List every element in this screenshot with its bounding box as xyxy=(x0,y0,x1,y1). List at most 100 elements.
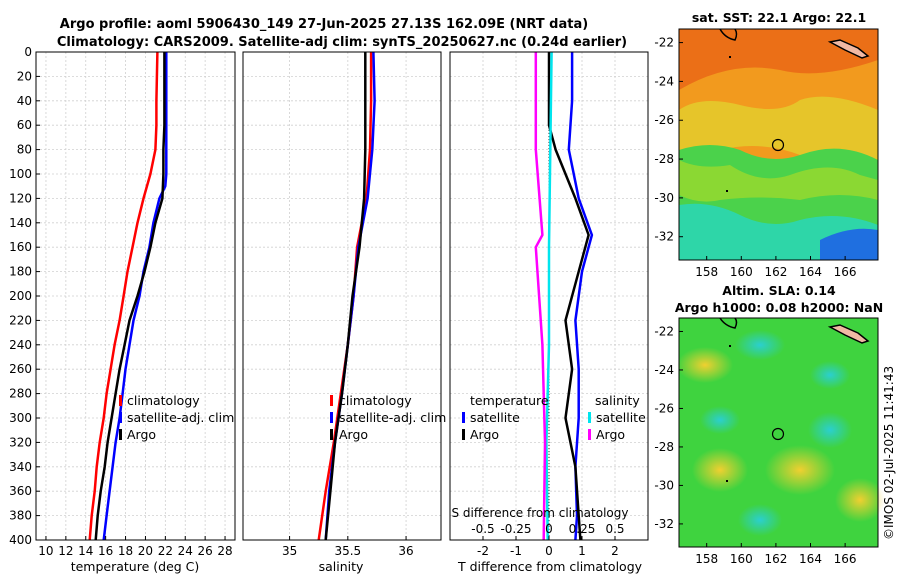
sla-negative-anomaly xyxy=(808,412,852,448)
x-tick-label: 24 xyxy=(178,544,193,558)
sst-light-green xyxy=(679,160,878,202)
sst-reef-dot xyxy=(726,190,728,192)
difference-lines xyxy=(534,52,594,540)
sla-positive-anomaly xyxy=(765,445,835,495)
sla-reef-dot xyxy=(726,480,728,482)
depth-tick-label: 280 xyxy=(9,387,32,401)
map-lon-label: 164 xyxy=(799,552,822,566)
x-tick-label: 20 xyxy=(138,544,153,558)
legend-argo-swatch xyxy=(119,429,122,440)
depth-tick-label: 240 xyxy=(9,338,32,352)
series-line-t-argo xyxy=(547,52,590,540)
legend-t-satellite-label: satellite xyxy=(470,410,520,425)
sla-negative-anomaly xyxy=(810,361,850,389)
map-lat-label: -22 xyxy=(654,36,674,50)
s-difference-ticks: -0.5 -0.25 0 0.25 0.5 xyxy=(471,522,624,536)
x-tick-label: 2 xyxy=(611,544,619,558)
depth-tick-label: 120 xyxy=(9,191,32,205)
legend-satellite-label: satellite-adj. clim xyxy=(339,410,446,425)
map-lat-label: -28 xyxy=(654,152,674,166)
depth-tick-label: 300 xyxy=(9,411,32,425)
salinity-legend: climatology satellite-adj. clim Argo xyxy=(330,393,446,442)
sla-positive-anomaly xyxy=(677,347,733,383)
sla-map-title2: Argo h1000: 0.08 h2000: NaN xyxy=(675,300,883,315)
x-tick-label: 18 xyxy=(118,544,133,558)
legend-climatology-swatch xyxy=(119,395,122,406)
salinity-panel: 35 35.5 36 salinity climatology satellite-… xyxy=(242,51,446,574)
temperature-lines xyxy=(88,52,168,540)
temperature-xticks: 10 12 14 16 18 20 22 24 26 28 xyxy=(38,536,233,558)
depth-tick-label: 260 xyxy=(9,362,32,376)
map-lon-label: 166 xyxy=(834,552,857,566)
temperature-legend: climatology satellite-adj. clim Argo xyxy=(119,393,234,442)
depth-tick-label: 220 xyxy=(9,313,32,327)
map-lat-label: -28 xyxy=(654,440,674,454)
map-lat-label: -30 xyxy=(654,478,674,492)
difference-xticks: -2 -1 0 1 2 xyxy=(477,536,619,558)
depth-tick-label: 380 xyxy=(9,509,32,523)
map-lat-label: -24 xyxy=(654,74,674,88)
sst-argo-position-marker xyxy=(771,138,785,152)
sst-coast-chesterfield xyxy=(719,28,738,41)
legend-temperature-head: temperature xyxy=(470,393,549,408)
x-tick-label: 22 xyxy=(158,544,173,558)
x-tick-label: 35 xyxy=(282,544,297,558)
sst-blue-region xyxy=(820,228,878,260)
legend-s-argo-swatch xyxy=(588,429,591,440)
depth-tick-label: 140 xyxy=(9,216,32,230)
sla-coast-chesterfield xyxy=(719,317,738,329)
depth-tick-label: 160 xyxy=(9,240,32,254)
x-tick-label: 35.5 xyxy=(334,544,361,558)
sst-map: sat. SST: 22.1 Argo: 22.1 -22 -24 -26 -28 -3… xyxy=(654,10,879,279)
legend-t-satellite-swatch xyxy=(462,412,465,423)
depth-tick-label: 360 xyxy=(9,484,32,498)
legend-argo-label: Argo xyxy=(127,427,156,442)
legend-satellite-label: satellite-adj. clim xyxy=(127,410,234,425)
depth-tick-label: 20 xyxy=(17,69,32,83)
sla-positive-anomaly xyxy=(835,478,885,522)
s-tick-label: -0.25 xyxy=(500,522,531,536)
x-tick-label: 10 xyxy=(38,544,53,558)
legend-argo-label: Argo xyxy=(339,427,368,442)
x-tick-label: 28 xyxy=(217,544,232,558)
x-tick-label: 26 xyxy=(198,544,213,558)
depth-tick-label: 340 xyxy=(9,460,32,474)
sst-yellow-band xyxy=(679,96,878,160)
depth-tick-label: 0 xyxy=(24,45,32,59)
legend-s-satellite-label: satellite xyxy=(596,410,646,425)
map-lon-label: 166 xyxy=(834,265,857,279)
depth-tick-label: 180 xyxy=(9,265,32,279)
depth-tick-label: 60 xyxy=(17,118,32,132)
map-lon-label: 164 xyxy=(799,265,822,279)
s-tick-label: 0.25 xyxy=(569,522,596,536)
temperature-grid xyxy=(36,51,235,541)
map-lon-label: 160 xyxy=(730,265,753,279)
copyright-text: ©IMOS 02-Jul-2025 11:41:43 xyxy=(882,366,896,540)
sla-negative-anomaly xyxy=(738,504,782,536)
map-lat-label: -32 xyxy=(654,230,674,244)
legend-s-satellite-swatch xyxy=(588,412,591,423)
map-lat-label: -32 xyxy=(654,517,674,531)
sla-ticks: -22 -24 -26 -28 -30 -32 158 160 162 164 166 xyxy=(654,324,856,566)
sla-reef-dot xyxy=(729,345,731,347)
map-lat-label: -22 xyxy=(654,324,674,338)
series-line-climatology xyxy=(88,52,159,540)
sst-warm-region xyxy=(679,29,878,90)
depth-tick-label: 200 xyxy=(9,289,32,303)
legend-satellite-swatch xyxy=(119,412,122,423)
s-difference-label: S difference from climatology xyxy=(452,506,629,520)
series-line-s-argo xyxy=(534,52,547,540)
salinity-lines xyxy=(317,52,376,540)
sst-map-title: sat. SST: 22.1 Argo: 22.1 xyxy=(692,10,866,25)
map-lat-label: -24 xyxy=(654,363,674,377)
sst-land-new-caledonia xyxy=(827,39,870,59)
map-lon-label: 162 xyxy=(764,552,787,566)
x-tick-label: 0 xyxy=(545,544,553,558)
salinity-xticks: 35 35.5 36 xyxy=(282,536,414,558)
s-tick-label: 0.5 xyxy=(605,522,624,536)
legend-t-argo-swatch xyxy=(462,429,465,440)
salinity-xlabel: salinity xyxy=(319,559,364,574)
salinity-grid xyxy=(243,51,441,541)
series-line-argo xyxy=(324,52,367,540)
s-tick-label: -0.5 xyxy=(471,522,494,536)
